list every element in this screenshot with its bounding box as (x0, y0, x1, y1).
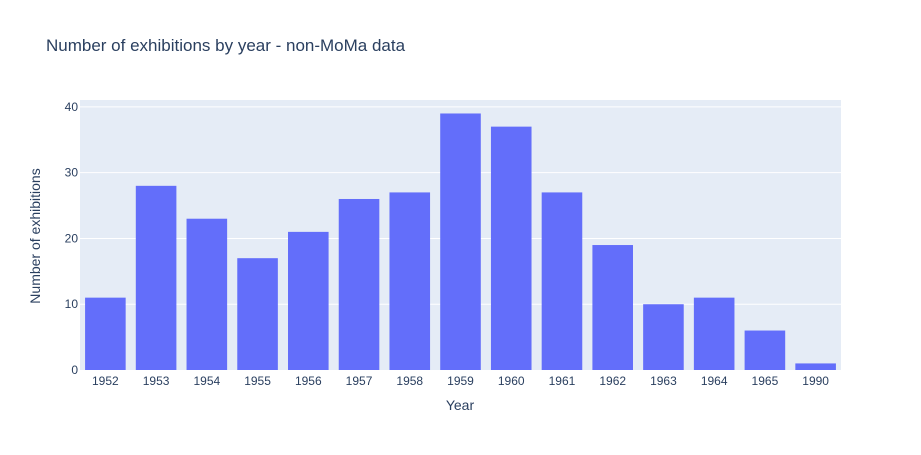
bar-1959[interactable] (440, 113, 481, 371)
bars (85, 113, 836, 371)
bar-1954[interactable] (186, 218, 228, 370)
bar-1961[interactable] (541, 192, 583, 370)
y-axis-ticks: 0 10 20 30 40 (65, 100, 79, 377)
bar-1953[interactable] (135, 185, 177, 370)
y-tick-label: 10 (65, 297, 79, 311)
x-tick-label: 1965 (752, 374, 779, 388)
x-tick-label: 1954 (193, 374, 220, 388)
bar-1990[interactable] (795, 363, 836, 370)
x-tick-label: 1956 (295, 374, 322, 388)
bar-1964[interactable] (693, 297, 735, 370)
x-tick-label: 1990 (802, 374, 829, 388)
x-tick-label: 1963 (650, 374, 677, 388)
x-tick-label: 1961 (549, 374, 576, 388)
x-tick-label: 1962 (599, 374, 626, 388)
x-tick-label: 1952 (92, 374, 119, 388)
bar-1960[interactable] (490, 126, 532, 370)
bar-1963[interactable] (643, 304, 684, 370)
x-axis-title: Year (446, 397, 475, 413)
x-tick-label: 1960 (498, 374, 525, 388)
bar-1958[interactable] (389, 192, 431, 370)
y-tick-label: 40 (65, 100, 79, 114)
y-tick-label: 0 (71, 363, 78, 377)
x-tick-label: 1958 (396, 374, 423, 388)
chart-title: Number of exhibitions by year - non-MoMa… (46, 36, 406, 55)
x-tick-label: 1957 (346, 374, 373, 388)
x-tick-label: 1953 (143, 374, 170, 388)
x-tick-label: 1964 (701, 374, 728, 388)
bar-1957[interactable] (338, 198, 380, 370)
y-axis-title: Number of exhibitions (27, 168, 43, 303)
bar-1965[interactable] (744, 330, 786, 370)
bar-1952[interactable] (85, 297, 126, 370)
bar-1956[interactable] (288, 231, 329, 370)
x-axis-ticks: 1952 1953 1954 1955 1956 1957 1958 1959 1960 1961… (92, 374, 829, 388)
y-tick-label: 30 (65, 166, 79, 180)
x-tick-label: 1959 (447, 374, 474, 388)
x-tick-label: 1955 (244, 374, 271, 388)
y-tick-label: 20 (65, 231, 79, 245)
bar-1962[interactable] (592, 245, 633, 370)
bar-1955[interactable] (237, 258, 278, 370)
